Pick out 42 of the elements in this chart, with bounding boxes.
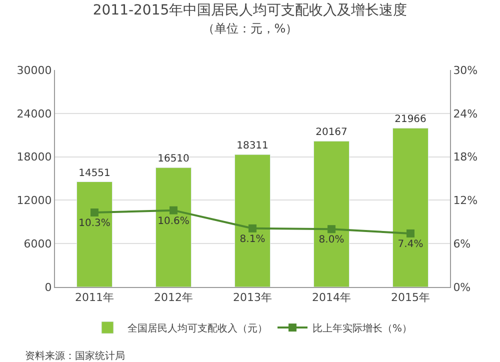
y-tick-label: 24000	[16, 107, 52, 120]
y-tick-label: 18000	[16, 150, 52, 164]
data-label: 20167	[316, 127, 348, 138]
x-tick-label: 2013年	[233, 291, 272, 304]
bar	[76, 182, 113, 287]
point	[328, 225, 336, 234]
x-tick-label: 2015年	[391, 291, 430, 304]
bar	[313, 140, 350, 287]
point	[90, 208, 98, 216]
y2-tick-label: 0%	[453, 280, 471, 294]
bar	[234, 154, 271, 287]
text: 资料来源：国家统计局	[25, 350, 125, 362]
data-label: 10.3%	[78, 218, 110, 229]
y-tick-label: 6000	[24, 237, 52, 250]
x-tick-label: 2011年	[75, 291, 114, 304]
bar	[392, 128, 429, 287]
point	[406, 229, 414, 238]
y2-tick-label: 6%	[453, 237, 471, 250]
y-tick-label: 12000	[16, 194, 52, 208]
bar	[155, 167, 192, 287]
data-label: 14551	[78, 168, 110, 179]
point	[170, 206, 178, 214]
legend-label: 比上年实际增长（%）	[312, 322, 412, 334]
x-tick-label: 2014年	[312, 291, 351, 304]
data-label: 21966	[394, 114, 426, 126]
legend-label: 全国居民人均可支配收入（元）	[128, 322, 268, 334]
data-label: 18311	[236, 140, 268, 152]
chart-title: 2011-2015年中国居民人均可支配收入及增长速度	[92, 2, 408, 18]
x-tick-label: 2012年	[154, 291, 193, 304]
data-label: 8.1%	[240, 234, 266, 245]
y2-tick-label: 30%	[453, 64, 478, 77]
point	[248, 224, 256, 232]
chart-subtitle: （单位：元，%）	[202, 22, 298, 36]
y2-tick-label: 24%	[453, 107, 478, 120]
data-label: 7.4%	[398, 238, 424, 250]
data-label: 16510	[158, 154, 190, 165]
y2-tick-label: 12%	[453, 194, 478, 208]
y2-tick-label: 18%	[453, 150, 478, 164]
y-tick-label: 0	[44, 280, 52, 294]
data-label: 8.0%	[318, 234, 344, 246]
y-tick-label: 30000	[16, 64, 52, 77]
data-label: 10.6%	[158, 216, 190, 227]
